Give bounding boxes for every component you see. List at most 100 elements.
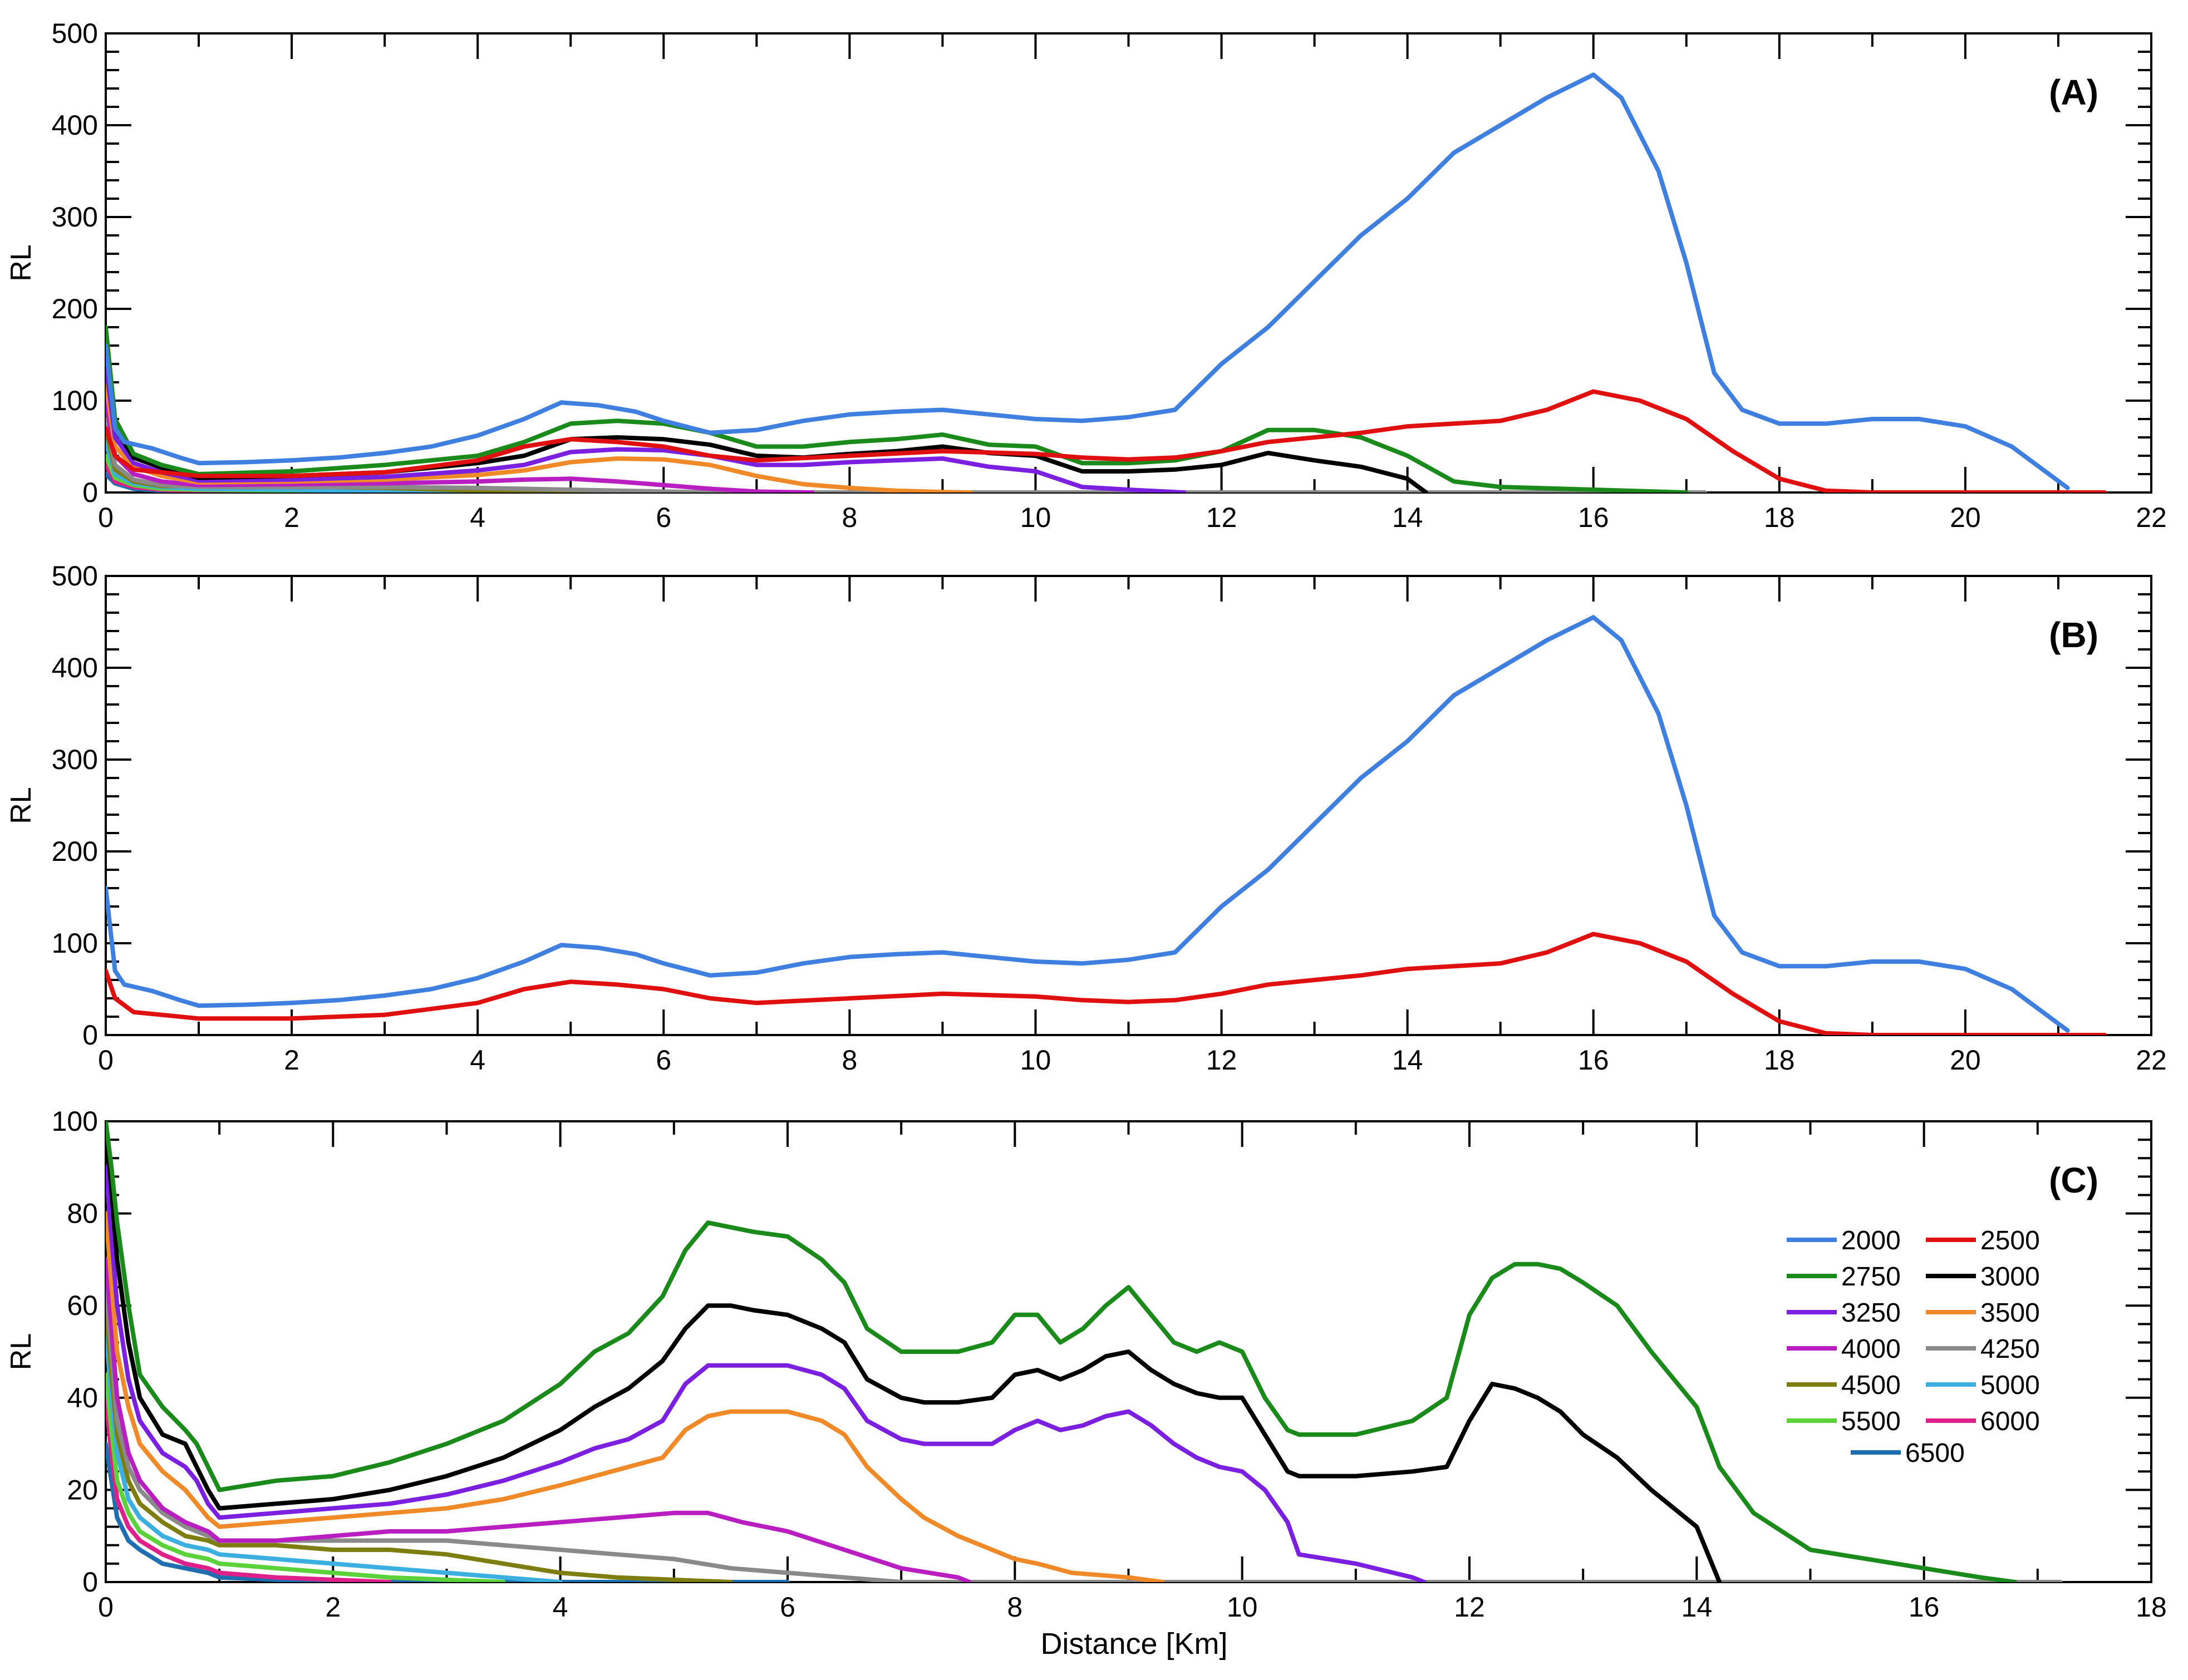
x-tick-label: 20 [1950, 1045, 1981, 1076]
x-tick-label: 8 [842, 1045, 857, 1076]
y-tick-label: 60 [67, 1290, 98, 1321]
legend-label-2000: 2000 [1841, 1226, 1901, 1255]
series-group [106, 1121, 2063, 1582]
series-line-4000 [106, 398, 815, 492]
series-line-3500 [106, 1211, 1165, 1582]
series-group [106, 615, 2107, 1035]
x-tick-label: 12 [1454, 1592, 1485, 1623]
series-line-4000 [106, 1257, 972, 1582]
series-line-3250 [106, 362, 1187, 492]
y-tick-label: 300 [52, 201, 98, 233]
x-tick-label: 2 [284, 1045, 299, 1076]
series-line-2500 [106, 932, 2107, 1035]
x-tick-label: 8 [842, 502, 857, 533]
x-tick-label: 12 [1206, 502, 1237, 533]
x-tick-label: 22 [2136, 1045, 2167, 1076]
y-tick-label: 0 [82, 477, 98, 508]
panel-a-ylabel: RL [5, 244, 37, 281]
y-tick-label: 0 [82, 1019, 98, 1051]
y-tick-label: 40 [67, 1382, 98, 1413]
legend-label-2500: 2500 [1980, 1226, 2040, 1255]
legend-label-3500: 3500 [1980, 1298, 2040, 1328]
y-tick-label: 200 [52, 293, 98, 324]
series-line-6500 [106, 1441, 790, 1582]
series-line-6000 [106, 1395, 392, 1582]
y-tick-label: 100 [52, 1106, 98, 1137]
y-tick-label: 100 [52, 928, 98, 959]
x-tick-label: 16 [1578, 502, 1609, 533]
series-line-4250 [106, 1280, 2063, 1582]
y-tick-label: 200 [52, 836, 98, 867]
x-tick-label: 20 [1950, 502, 1981, 533]
y-tick-label: 500 [52, 18, 98, 49]
panel-b: (B) RL 0 2 4 6 8 10 12 14 16 18 20 22 0 100 200 300 400 5… [5, 560, 2167, 1076]
x-tick-label: 8 [1007, 1592, 1022, 1623]
figure-xlabel: Distance [Km] [1040, 1627, 1227, 1661]
legend-label-3250: 3250 [1841, 1298, 1901, 1328]
x-tick-label: 14 [1392, 1045, 1423, 1076]
x-tick-label: 12 [1206, 1045, 1237, 1076]
x-tick-label: 4 [470, 502, 485, 533]
y-tick-label: 80 [67, 1198, 98, 1229]
legend-label-5500: 5500 [1841, 1407, 1901, 1436]
legend-label-4000: 4000 [1841, 1334, 1901, 1364]
x-tick-label: 10 [1020, 1045, 1051, 1076]
y-tick-label: 400 [52, 110, 98, 141]
x-tick-label: 6 [656, 1045, 671, 1076]
x-tick-label: 14 [1681, 1592, 1713, 1623]
series-line-5500 [106, 1372, 506, 1582]
legend-label-2750: 2750 [1841, 1262, 1901, 1292]
panel-b-label: (B) [2049, 615, 2098, 655]
y-tick-label: 300 [52, 744, 98, 775]
series-line-2000 [106, 615, 2070, 1033]
series-group [106, 72, 2107, 492]
x-tick-label: 4 [470, 1045, 485, 1076]
series-line-4250 [106, 417, 1708, 492]
x-tick-label: 10 [1227, 1592, 1258, 1623]
x-tick-label: 10 [1020, 502, 1051, 533]
panel-a-label: (A) [2049, 72, 2098, 112]
y-tick-label: 20 [67, 1474, 98, 1505]
legend-label-5000: 5000 [1980, 1371, 2040, 1400]
y-tick-label: 500 [52, 560, 98, 592]
series-line-5000 [106, 1326, 563, 1582]
series-line-3250 [106, 1165, 1427, 1582]
x-tick-label: 22 [2136, 502, 2167, 533]
series-line-3000 [106, 1121, 1722, 1582]
x-tick-label: 2 [325, 1592, 341, 1623]
x-tick-label: 0 [98, 1045, 114, 1076]
panel-a: (A) RL 0 2 4 6 8 10 12 14 16 18 20 22 0 100 200 300 400 5… [5, 18, 2167, 533]
x-tick-label: 18 [2136, 1592, 2167, 1623]
series-line-2500 [106, 389, 2107, 492]
panel-b-ylabel: RL [5, 787, 37, 824]
series-line-3500 [106, 380, 973, 492]
legend-label-4250: 4250 [1980, 1334, 2040, 1364]
x-tick-label: 4 [553, 1592, 568, 1623]
x-tick-label: 6 [780, 1592, 795, 1623]
y-tick-label: 0 [82, 1566, 98, 1598]
x-tick-label: 2 [284, 502, 299, 533]
y-tick-label: 400 [52, 652, 98, 683]
x-tick-label: 0 [98, 502, 114, 533]
x-tick-label: 6 [656, 502, 671, 533]
x-tick-label: 18 [1764, 502, 1795, 533]
series-line-4500 [106, 1303, 733, 1582]
x-tick-label: 14 [1392, 502, 1423, 533]
y-tick-label: 100 [52, 385, 98, 416]
x-tick-label: 16 [1578, 1045, 1609, 1076]
x-tick-label: 16 [1909, 1592, 1940, 1623]
panel-c-ylabel: RL [5, 1333, 37, 1370]
series-line-2000 [106, 72, 2070, 490]
legend-label-6500: 6500 [1905, 1438, 1965, 1468]
legend-label-3000: 3000 [1980, 1262, 2040, 1292]
legend: 2000 2500 2750 3000 3250 3500 4000 4250 4500 5000… [1787, 1226, 2040, 1468]
panel-c-label: (C) [2049, 1160, 2098, 1200]
legend-label-6000: 6000 [1980, 1407, 2040, 1436]
series-line-2750 [106, 1121, 2017, 1582]
series-line-2750 [106, 325, 1689, 492]
x-tick-label: 0 [98, 1592, 114, 1623]
legend-label-4500: 4500 [1841, 1371, 1901, 1400]
x-tick-label: 18 [1764, 1045, 1795, 1076]
